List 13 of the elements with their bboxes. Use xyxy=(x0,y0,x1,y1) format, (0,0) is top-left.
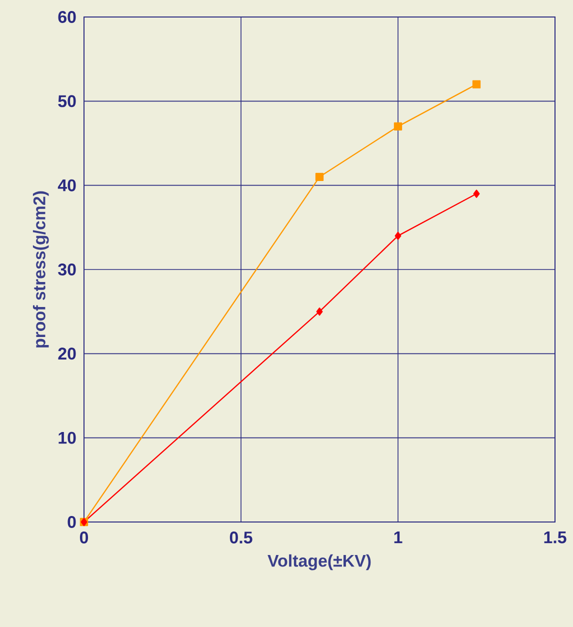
y-tick-label: 40 xyxy=(58,179,76,192)
y-tick-label: 20 xyxy=(58,348,76,360)
y-tick-label: 0 xyxy=(68,516,76,528)
y-tick-label: 10 xyxy=(58,432,76,444)
x-tick-label: 0 xyxy=(80,532,88,544)
x-tick-label: 1 xyxy=(394,532,402,544)
y-tick-label: 60 xyxy=(58,11,76,23)
y-tick-label: 50 xyxy=(58,95,76,108)
y-tick-label: 30 xyxy=(58,263,76,276)
x-tick-label: 1.5 xyxy=(544,532,566,544)
x-tick-label: 0.5 xyxy=(230,532,252,544)
x-axis-title: Voltage(±KV) xyxy=(268,554,371,570)
y-axis-title: proof stress(g/cm2) xyxy=(32,191,49,348)
